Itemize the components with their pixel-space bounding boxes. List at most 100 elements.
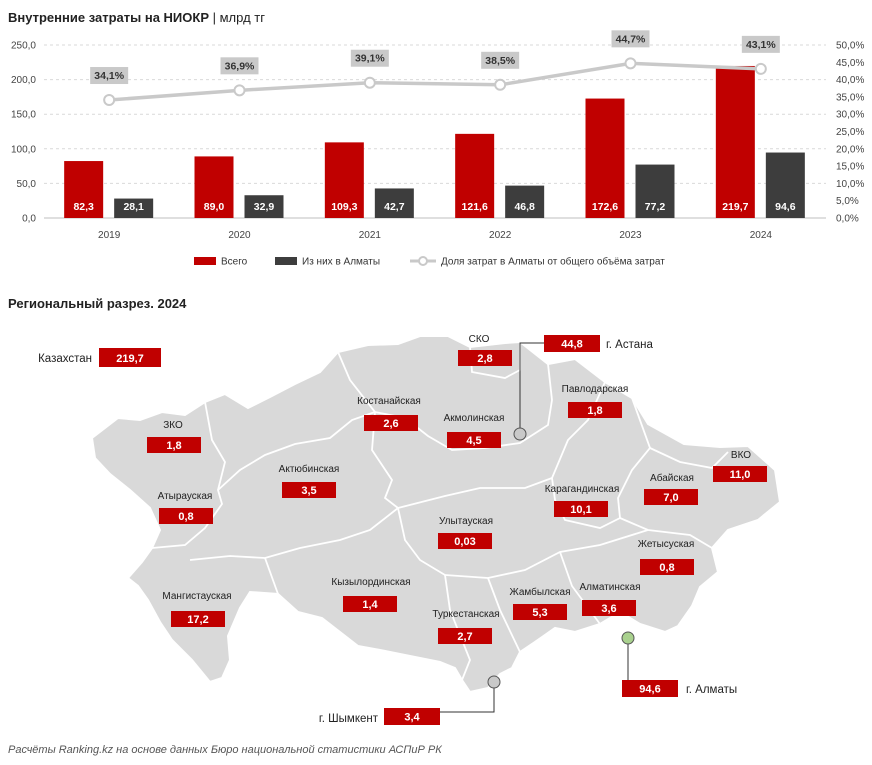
bar-almaty	[114, 198, 154, 218]
region-value: 10,1	[570, 504, 591, 516]
y-tick-label: 0,0	[22, 214, 36, 225]
region-value-box	[343, 596, 397, 612]
city-name: г. Шымкент	[319, 713, 379, 725]
share-label-box	[481, 51, 520, 69]
kazakhstan-name: Казахстан	[38, 353, 92, 365]
y2-tick-label: 35,0%	[836, 92, 864, 103]
region-value: 0,03	[454, 536, 475, 548]
bar-almaty-label: 28,1	[123, 201, 144, 213]
y2-tick-label: 30,0%	[836, 110, 864, 121]
map-title: Региональный разрез. 2024	[8, 296, 187, 311]
share-label: 43,1%	[746, 39, 776, 51]
region-value-box	[282, 482, 336, 498]
bar-total	[585, 98, 625, 218]
y-tick-label: 200,0	[11, 75, 36, 86]
share-point	[754, 62, 767, 75]
share-label: 38,5%	[485, 55, 515, 67]
region-value-box	[438, 533, 492, 549]
bar-total-label: 219,7	[722, 201, 748, 213]
x-tick-label: 2023	[619, 230, 642, 241]
legend-swatch-total	[194, 257, 216, 265]
city-marker	[513, 427, 527, 441]
city-value: 44,8	[561, 339, 582, 351]
bar-almaty	[374, 188, 414, 218]
region-name: Мангистауская	[162, 591, 231, 602]
region-value: 1,4	[362, 599, 378, 611]
y-tick-label: 250,0	[11, 41, 36, 52]
region-name: Актюбинская	[279, 463, 340, 475]
region-value-box	[568, 402, 622, 418]
region-name: Карагандинская	[545, 484, 620, 495]
region-name: Акмолинская	[444, 413, 505, 424]
x-tick-label: 2022	[489, 230, 512, 241]
footer-source: Расчёты Ranking.kz на основе данных Бюро…	[8, 744, 442, 756]
bar-total	[455, 133, 495, 218]
share-label-box	[90, 67, 129, 85]
city-value-box	[384, 708, 440, 725]
bar-almaty-label: 94,6	[775, 201, 796, 213]
kazakhstan-map-shape	[90, 335, 782, 694]
region-value: 17,2	[187, 614, 208, 626]
share-label: 34,1%	[94, 70, 124, 82]
share-label-box	[220, 57, 259, 75]
y2-tick-label: 5,0%	[836, 196, 859, 207]
region-name: ЗКО	[163, 420, 183, 431]
region-value-box	[640, 559, 694, 575]
city-value-box	[622, 680, 678, 697]
city-name: г. Алматы	[686, 684, 737, 696]
legend-swatch-almaty	[275, 257, 297, 265]
bar-total-label: 89,0	[204, 201, 225, 213]
x-tick-label: 2019	[98, 230, 121, 241]
region-value-box	[147, 437, 201, 453]
share-label: 36,9%	[225, 60, 255, 72]
region-value-box	[171, 611, 225, 627]
bar-almaty-label: 77,2	[645, 201, 666, 213]
city-marker	[621, 631, 635, 645]
legend-label-share: Доля затрат в Алматы от общего объёма за…	[441, 256, 665, 268]
y-tick-label: 100,0	[11, 144, 36, 155]
chart-title-text: Внутренние затраты на НИОКР	[8, 10, 209, 25]
share-label-box	[350, 49, 389, 67]
y-tick-label: 50,0	[17, 179, 37, 190]
region-value: 1,8	[587, 405, 602, 417]
y-tick-label: 150,0	[11, 110, 36, 121]
bar-total	[194, 156, 234, 218]
legend-marker-share	[418, 256, 428, 266]
legend-label-almaty: Из них в Алматы	[302, 257, 380, 268]
region-value: 4,5	[466, 435, 481, 447]
region-value-box	[458, 350, 512, 366]
region-value: 0,8	[659, 562, 674, 574]
city-name: г. Астана	[606, 339, 653, 351]
share-label-box	[741, 35, 780, 53]
region-value: 1,8	[166, 440, 181, 452]
region-value: 11,0	[730, 469, 751, 481]
y2-tick-label: 45,0%	[836, 58, 864, 69]
bar-almaty-label: 42,7	[384, 201, 405, 213]
share-point	[233, 84, 246, 97]
y2-tick-label: 20,0%	[836, 144, 864, 155]
region-name: Павлодарская	[562, 384, 629, 395]
x-tick-label: 2021	[359, 230, 382, 241]
region-name: Кызылординская	[331, 577, 410, 588]
bar-almaty-label: 32,9	[254, 201, 275, 213]
region-name: ВКО	[731, 450, 751, 461]
y2-tick-label: 10,0%	[836, 179, 864, 190]
city-value: 3,4	[404, 712, 420, 724]
bar-total	[64, 161, 104, 218]
city-marker	[487, 675, 501, 689]
share-point	[363, 76, 376, 89]
region-value: 3,6	[601, 603, 616, 615]
region-value: 0,8	[178, 511, 193, 523]
share-line	[109, 61, 761, 102]
region-name: Туркестанская	[432, 609, 499, 620]
chart-title: Внутренние затраты на НИОКР | млрд тг	[8, 10, 265, 25]
region-name: Жетысуская	[638, 539, 695, 550]
region-name: Жамбылская	[510, 586, 571, 598]
kazakhstan-value-box	[99, 348, 161, 367]
region-value-box	[554, 501, 608, 517]
region-name: СКО	[469, 334, 490, 345]
x-tick-label: 2020	[228, 230, 251, 241]
region-value-box	[644, 489, 698, 505]
region-value-box	[513, 604, 567, 620]
share-label: 44,7%	[616, 33, 646, 45]
